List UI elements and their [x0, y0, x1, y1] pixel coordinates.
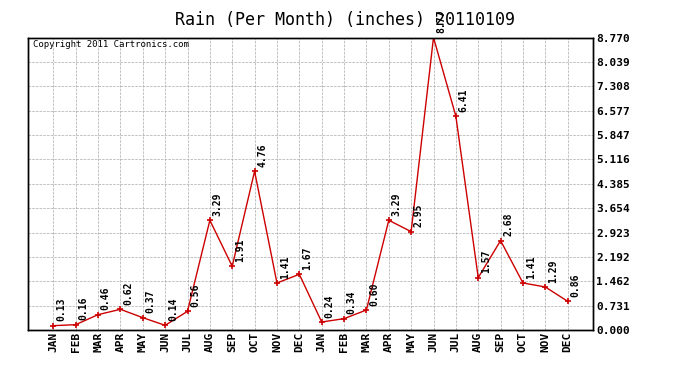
Text: 0.14: 0.14	[168, 298, 178, 321]
Text: Rain (Per Month) (inches) 20110109: Rain (Per Month) (inches) 20110109	[175, 11, 515, 29]
Text: 8.77: 8.77	[436, 10, 446, 33]
Text: 3.29: 3.29	[213, 193, 223, 216]
Text: 0.62: 0.62	[124, 282, 133, 305]
Text: 0.46: 0.46	[101, 287, 111, 310]
Text: Copyright 2011 Cartronics.com: Copyright 2011 Cartronics.com	[33, 40, 189, 50]
Text: 3.29: 3.29	[391, 193, 402, 216]
Text: 0.86: 0.86	[571, 274, 580, 297]
Text: 1.41: 1.41	[279, 255, 290, 279]
Text: 2.95: 2.95	[414, 204, 424, 228]
Text: 1.91: 1.91	[235, 238, 245, 262]
Text: 1.29: 1.29	[548, 259, 558, 283]
Text: 0.34: 0.34	[347, 291, 357, 315]
Text: 0.13: 0.13	[56, 298, 66, 321]
Text: 6.41: 6.41	[459, 88, 469, 112]
Text: 0.24: 0.24	[324, 294, 335, 318]
Text: 0.60: 0.60	[369, 282, 380, 306]
Text: 1.67: 1.67	[302, 247, 312, 270]
Text: 0.56: 0.56	[190, 284, 200, 307]
Text: 2.68: 2.68	[504, 213, 513, 237]
Text: 1.41: 1.41	[526, 255, 535, 279]
Text: 4.76: 4.76	[257, 144, 267, 167]
Text: 0.37: 0.37	[146, 290, 155, 314]
Text: 1.57: 1.57	[481, 250, 491, 273]
Text: 0.16: 0.16	[79, 297, 88, 321]
